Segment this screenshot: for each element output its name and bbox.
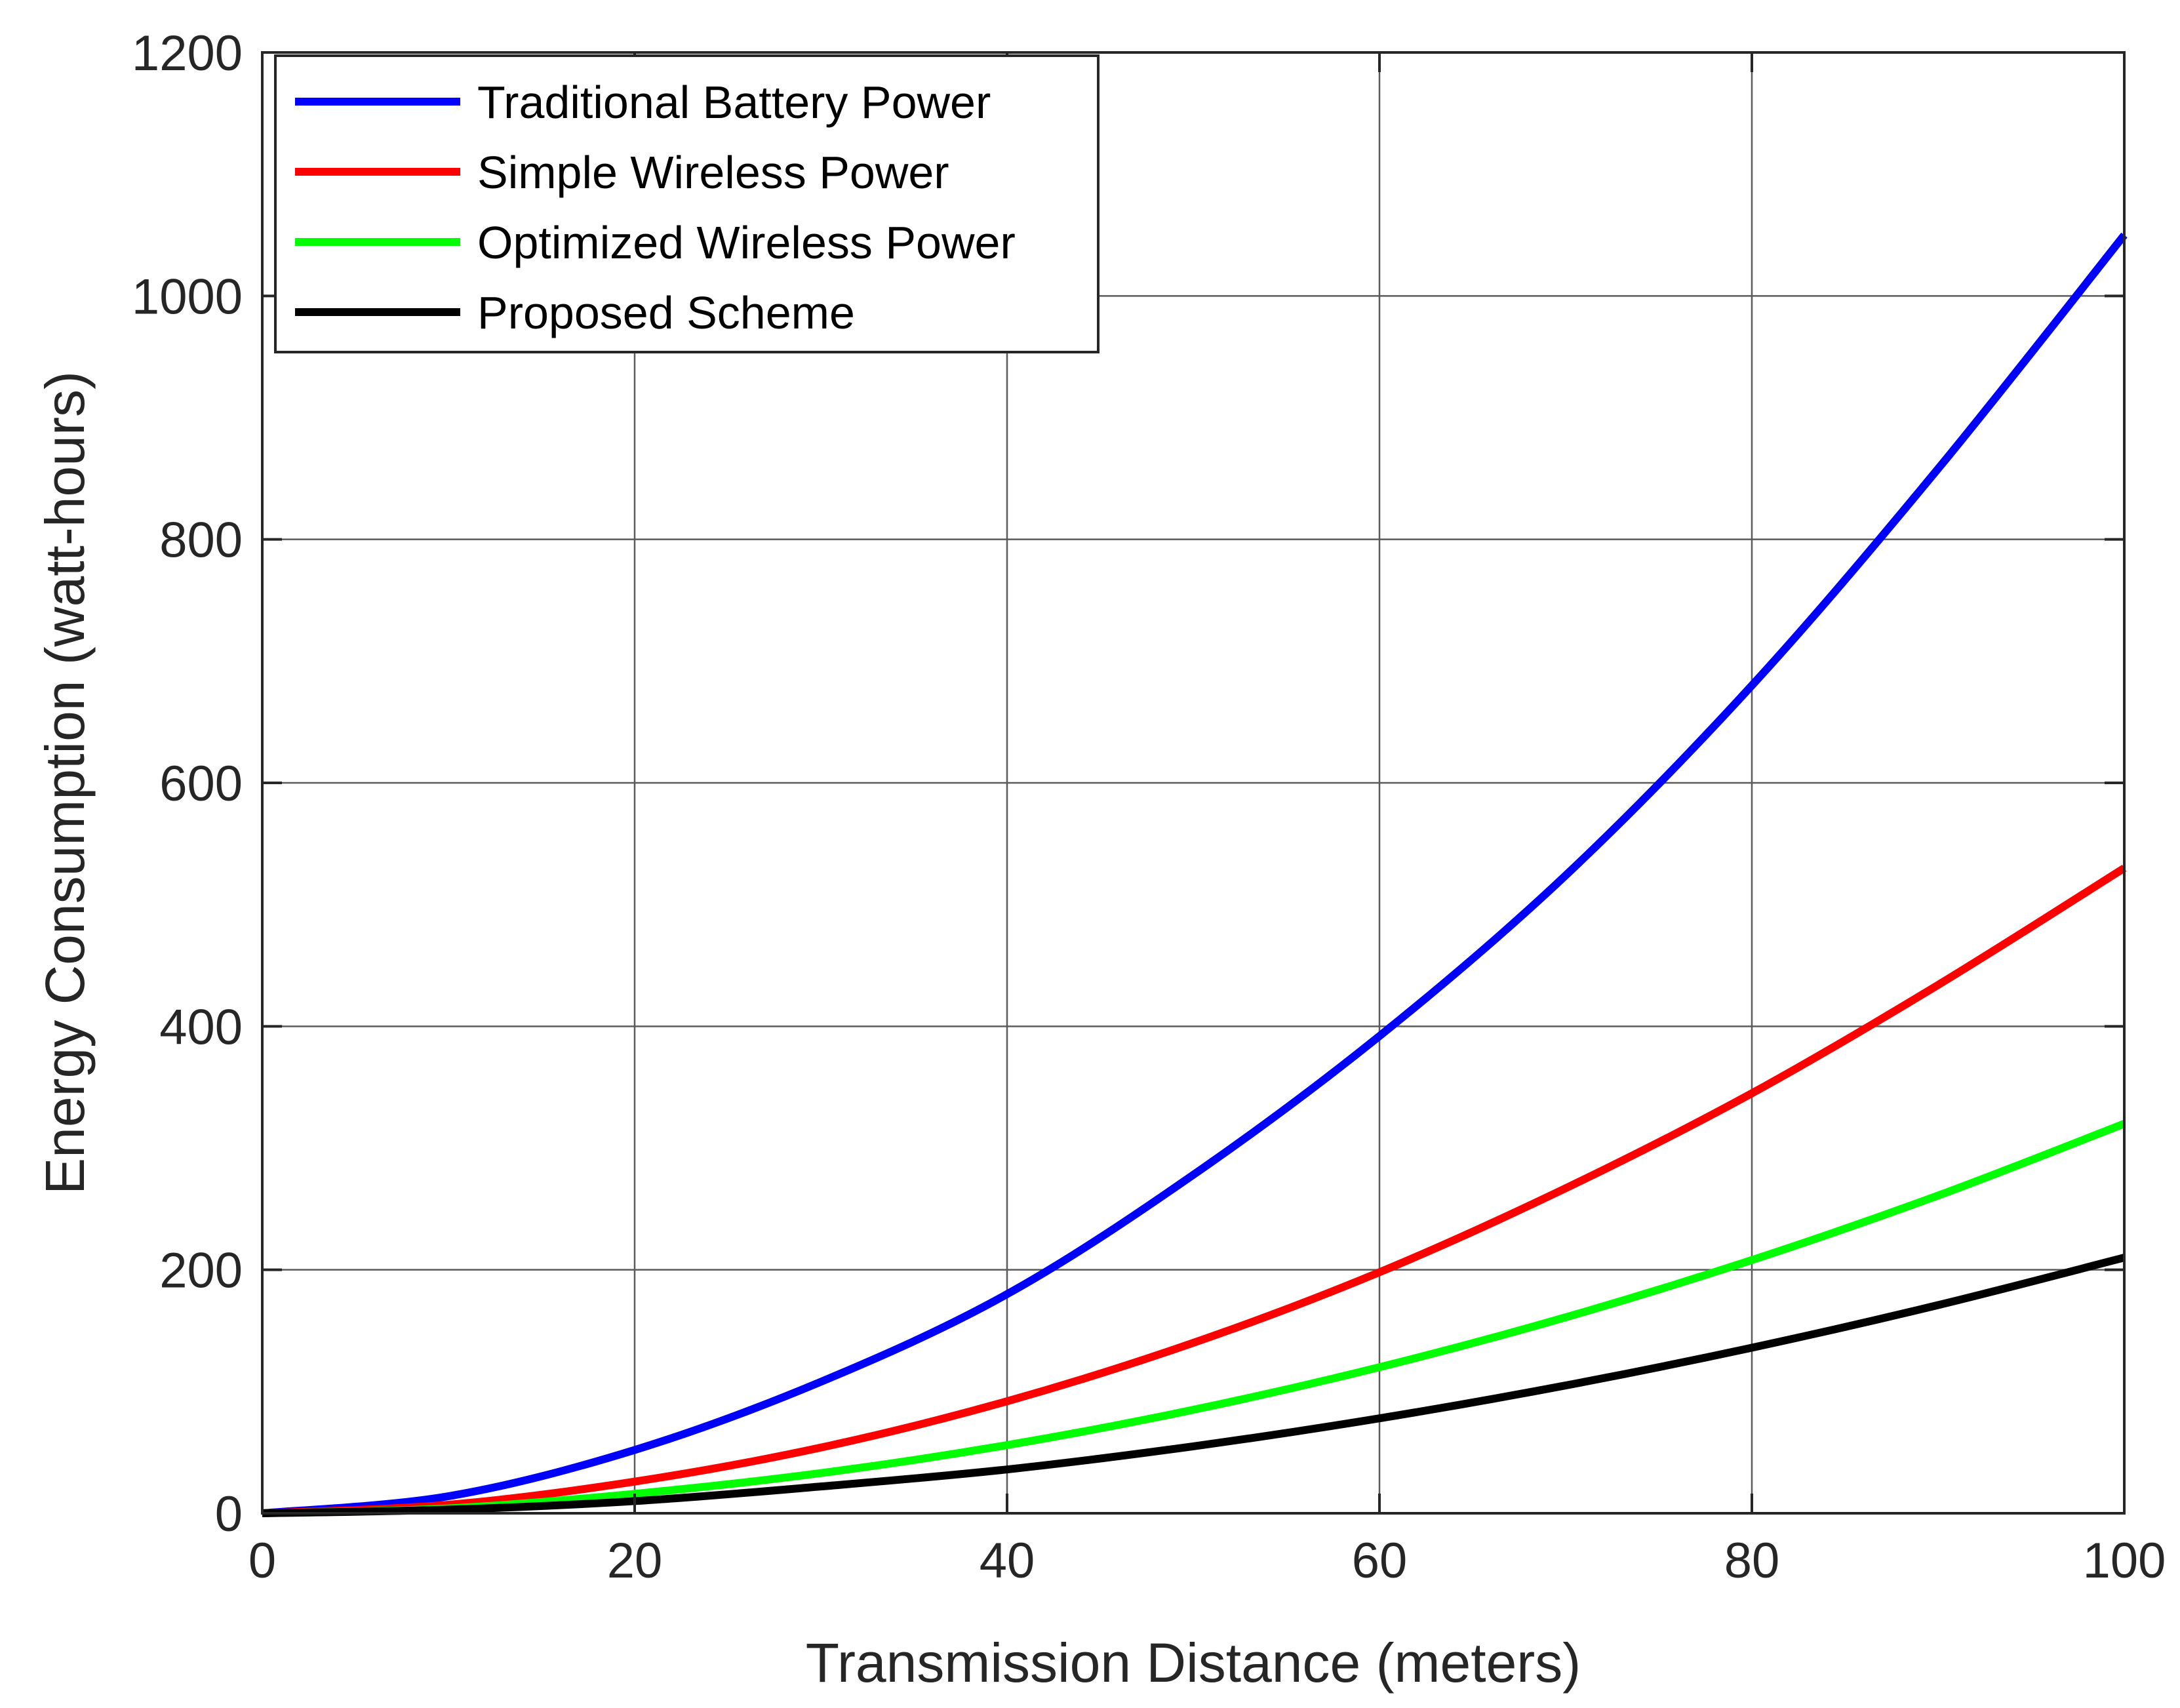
legend-label-0: Traditional Battery Power	[477, 77, 991, 128]
y-tick-label: 200	[159, 1243, 243, 1299]
x-axis-label: Transmission Distance (meters)	[806, 1632, 1581, 1694]
y-tick-label: 600	[159, 756, 243, 812]
series-line-3	[262, 1254, 2126, 1517]
x-tick-label: 0	[248, 1533, 276, 1589]
y-tick-label: 1200	[132, 26, 243, 81]
series-layer	[262, 232, 2128, 1517]
legend-label-3: Proposed Scheme	[477, 287, 855, 338]
series-line-1	[262, 864, 2127, 1517]
y-tick-label: 400	[159, 999, 243, 1055]
y-axis-label: Energy Consumption (watt-hours)	[34, 371, 96, 1195]
series-line-2	[262, 1120, 2126, 1517]
x-tick-label: 100	[2083, 1533, 2166, 1589]
legend-label-2: Optimized Wireless Power	[477, 217, 1016, 268]
y-tick-label: 800	[159, 513, 243, 568]
series-line-0	[262, 232, 2128, 1517]
y-tick-label: 0	[215, 1486, 243, 1542]
x-tick-label: 60	[1352, 1533, 1408, 1589]
legend-label-1: Simple Wireless Power	[477, 147, 949, 198]
x-tick-label: 20	[607, 1533, 663, 1589]
x-tick-label: 80	[1724, 1533, 1780, 1589]
x-tick-label: 40	[980, 1533, 1035, 1589]
legend: Traditional Battery Power Simple Wireless…	[274, 54, 1100, 353]
y-tick-label: 1000	[132, 269, 243, 325]
